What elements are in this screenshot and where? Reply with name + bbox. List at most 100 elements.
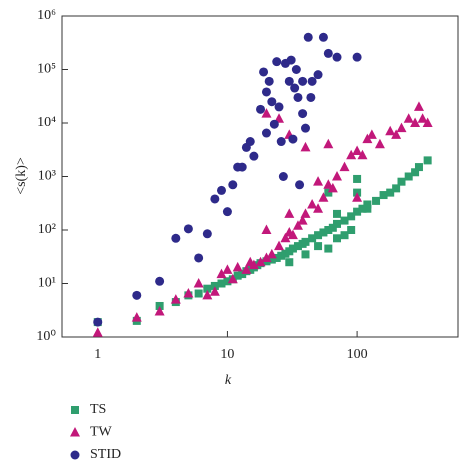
point bbox=[327, 182, 338, 193]
point bbox=[155, 276, 165, 286]
point bbox=[261, 108, 272, 118]
point bbox=[131, 312, 142, 322]
point bbox=[339, 161, 350, 172]
point bbox=[397, 177, 406, 186]
point bbox=[292, 220, 303, 230]
point bbox=[267, 255, 276, 264]
point bbox=[298, 76, 308, 86]
point bbox=[287, 229, 298, 240]
point bbox=[293, 92, 303, 102]
point bbox=[391, 129, 402, 139]
point bbox=[248, 259, 259, 270]
point bbox=[203, 284, 212, 293]
legend-marker bbox=[70, 427, 80, 437]
point bbox=[318, 32, 328, 42]
point bbox=[347, 226, 356, 234]
point bbox=[414, 163, 423, 172]
y-tick-label: 10¹ bbox=[38, 276, 56, 291]
point bbox=[286, 55, 296, 65]
point bbox=[274, 102, 284, 112]
y-tick-label: 10⁶ bbox=[37, 8, 56, 23]
point bbox=[358, 204, 367, 213]
point bbox=[238, 270, 247, 279]
point bbox=[171, 233, 181, 243]
point bbox=[374, 138, 385, 149]
point bbox=[261, 252, 272, 262]
point bbox=[314, 231, 323, 240]
point bbox=[232, 261, 243, 272]
point bbox=[245, 137, 255, 147]
point bbox=[411, 168, 420, 177]
point bbox=[92, 327, 103, 337]
x-tick-label: 10 bbox=[220, 347, 234, 362]
point bbox=[256, 104, 266, 114]
point bbox=[352, 145, 363, 155]
point bbox=[347, 212, 356, 221]
point bbox=[346, 149, 357, 160]
point bbox=[333, 219, 342, 228]
y-tick-label: 10³ bbox=[38, 169, 56, 184]
point bbox=[272, 253, 281, 262]
point bbox=[261, 224, 272, 234]
point bbox=[228, 180, 238, 190]
point bbox=[223, 277, 232, 286]
point bbox=[202, 229, 212, 239]
point bbox=[332, 171, 343, 181]
point bbox=[255, 256, 266, 267]
point bbox=[363, 200, 372, 209]
point bbox=[266, 248, 277, 259]
point bbox=[352, 52, 362, 62]
point bbox=[233, 271, 242, 280]
point bbox=[353, 207, 362, 216]
point bbox=[261, 128, 271, 138]
point bbox=[264, 76, 274, 86]
point bbox=[413, 101, 424, 111]
point bbox=[267, 97, 277, 107]
point bbox=[314, 242, 323, 251]
point bbox=[217, 279, 226, 288]
point bbox=[410, 117, 421, 127]
point bbox=[363, 204, 372, 213]
legend-label: TS bbox=[90, 402, 106, 417]
point bbox=[357, 149, 368, 160]
point bbox=[154, 305, 165, 316]
point bbox=[300, 208, 311, 218]
point bbox=[386, 188, 395, 197]
point bbox=[352, 192, 363, 202]
y-axis-label: <s(k)> bbox=[14, 157, 29, 195]
point bbox=[318, 192, 329, 202]
point bbox=[306, 92, 316, 102]
point bbox=[353, 174, 362, 183]
point bbox=[313, 70, 323, 80]
y-tick-label: 10⁵ bbox=[37, 62, 56, 77]
point bbox=[249, 151, 259, 161]
point bbox=[392, 184, 401, 193]
y-tick-label: 10⁴ bbox=[37, 115, 56, 130]
point bbox=[333, 234, 342, 243]
point bbox=[277, 251, 286, 260]
point bbox=[297, 215, 308, 225]
point bbox=[194, 289, 203, 298]
point bbox=[417, 113, 428, 123]
point bbox=[307, 198, 318, 209]
point bbox=[313, 176, 324, 186]
point bbox=[303, 32, 313, 42]
point bbox=[285, 258, 294, 267]
point bbox=[269, 119, 279, 129]
point bbox=[323, 138, 334, 149]
point bbox=[216, 268, 227, 279]
point bbox=[332, 52, 342, 62]
point bbox=[222, 264, 233, 274]
point bbox=[313, 203, 324, 213]
point bbox=[385, 125, 396, 136]
x-axis-label: k bbox=[225, 373, 232, 388]
point bbox=[307, 76, 317, 86]
point bbox=[259, 67, 269, 77]
point bbox=[280, 232, 291, 243]
point bbox=[194, 253, 204, 263]
point bbox=[403, 113, 414, 123]
point bbox=[301, 237, 310, 246]
point bbox=[319, 228, 328, 237]
point bbox=[261, 87, 271, 97]
point bbox=[170, 294, 181, 304]
